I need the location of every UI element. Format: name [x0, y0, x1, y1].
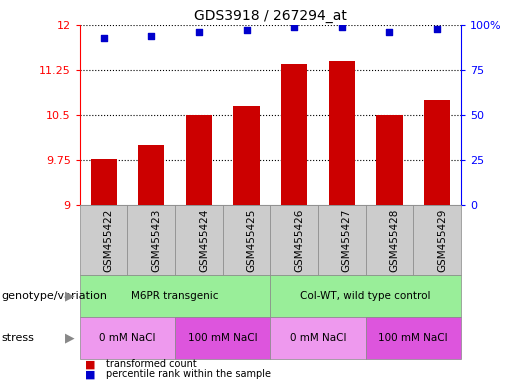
Text: Col-WT, wild type control: Col-WT, wild type control [300, 291, 431, 301]
Text: genotype/variation: genotype/variation [1, 291, 107, 301]
Point [99, 35, 108, 41]
Point [433, 25, 441, 31]
Bar [186, 115, 212, 205]
Text: transformed count: transformed count [106, 359, 196, 369]
Text: 100 mM NaCl: 100 mM NaCl [188, 333, 258, 343]
Text: 0 mM NaCl: 0 mM NaCl [99, 333, 156, 343]
Text: GSM455425: GSM455425 [247, 208, 256, 272]
Bar [138, 145, 164, 205]
Bar [329, 61, 355, 205]
Point [195, 29, 203, 35]
Text: ■: ■ [85, 369, 95, 379]
Bar [424, 100, 450, 205]
Point [385, 29, 393, 35]
Bar [233, 106, 260, 205]
Text: GSM455429: GSM455429 [437, 208, 447, 272]
Point [290, 24, 298, 30]
Text: 100 mM NaCl: 100 mM NaCl [379, 333, 448, 343]
Text: GSM455428: GSM455428 [389, 208, 400, 272]
Point [338, 24, 346, 30]
Text: GSM455422: GSM455422 [104, 208, 114, 272]
Bar [376, 115, 403, 205]
Point [243, 27, 251, 33]
Bar [281, 64, 307, 205]
Text: GSM455427: GSM455427 [342, 208, 352, 272]
Text: GSM455423: GSM455423 [151, 208, 161, 272]
Text: stress: stress [1, 333, 34, 343]
Text: 0 mM NaCl: 0 mM NaCl [290, 333, 346, 343]
Text: percentile rank within the sample: percentile rank within the sample [106, 369, 270, 379]
Point [147, 33, 156, 39]
Text: GSM455426: GSM455426 [294, 208, 304, 272]
Text: M6PR transgenic: M6PR transgenic [131, 291, 219, 301]
Bar [91, 159, 117, 205]
Text: ▶: ▶ [65, 289, 75, 302]
Text: GSM455424: GSM455424 [199, 208, 209, 272]
Text: ■: ■ [85, 359, 95, 369]
Title: GDS3918 / 267294_at: GDS3918 / 267294_at [194, 8, 347, 23]
Text: ▶: ▶ [65, 331, 75, 344]
